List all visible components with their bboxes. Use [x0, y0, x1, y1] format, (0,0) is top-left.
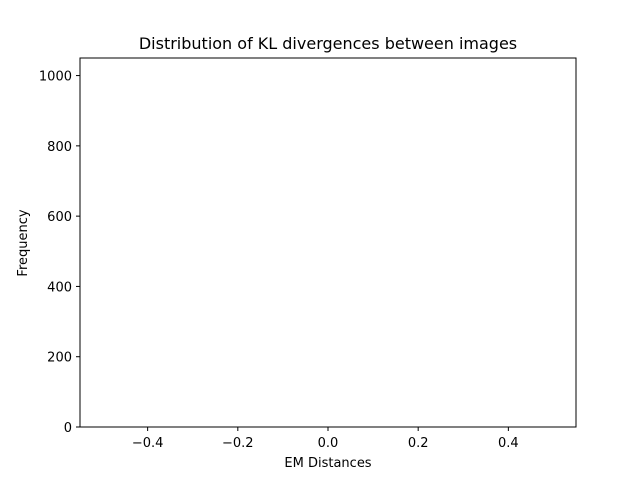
y-axis-label: Frequency — [16, 209, 31, 276]
y-tick-label: 800 — [47, 140, 72, 155]
y-axis-ticks: 0 200 400 600 800 1000 — [39, 70, 80, 436]
chart-title: Distribution of KL divergences between i… — [139, 34, 517, 53]
y-tick-label: 0 — [64, 421, 72, 436]
plot-area-frame — [79, 57, 577, 428]
y-tick-label: 400 — [47, 280, 72, 295]
x-tick-label: 0.2 — [408, 436, 429, 451]
x-tick-label: 0.4 — [498, 436, 519, 451]
x-tick-label: 0.0 — [318, 436, 339, 451]
y-tick-label: 600 — [47, 210, 72, 225]
y-tick-label: 200 — [47, 351, 72, 366]
y-tick-label: 1000 — [39, 70, 72, 85]
x-axis-ticks: −0.4 −0.2 0.0 0.2 0.4 — [132, 427, 519, 451]
x-axis-label: EM Distances — [284, 456, 371, 471]
x-tick-label: −0.2 — [222, 436, 254, 451]
x-tick-label: −0.4 — [132, 436, 164, 451]
